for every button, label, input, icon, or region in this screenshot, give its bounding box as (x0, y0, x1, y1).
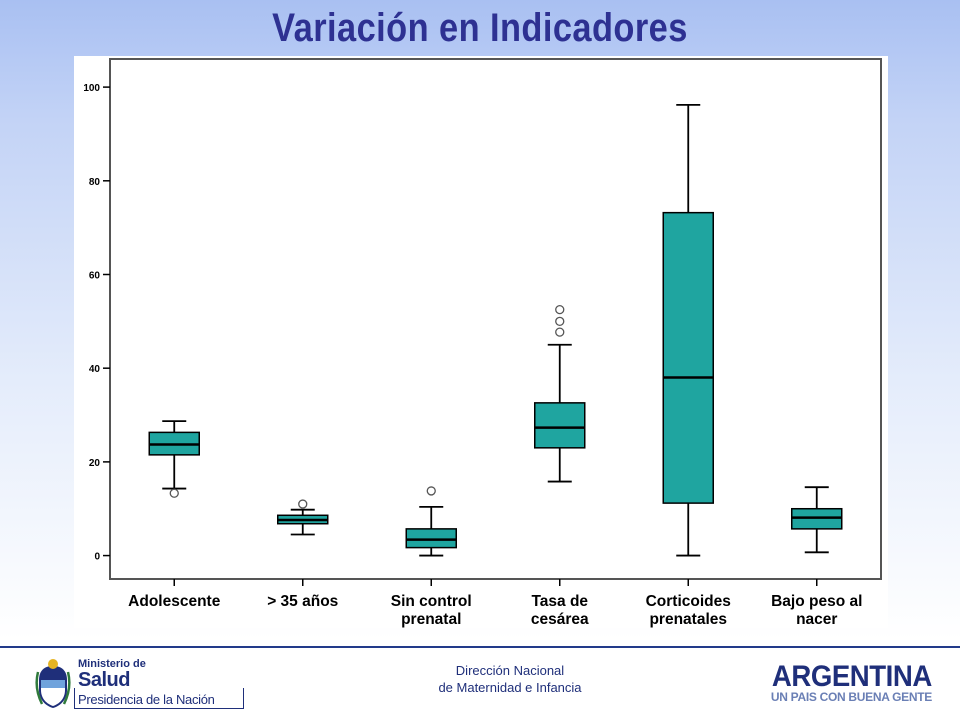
x-category-label: Adolescente (128, 593, 221, 610)
coat-of-arms-icon (35, 659, 71, 708)
x-category-label: Bajo peso al (771, 593, 862, 610)
y-tick-label: 0 (94, 552, 100, 563)
outlier-point (555, 304, 565, 315)
presidency-label: Presidencia de la Nación (78, 692, 215, 707)
y-tick-label: 80 (89, 177, 101, 188)
argentina-logo: ARGENTINA UN PAIS CON BUENA GENTE (758, 660, 938, 708)
footer-line-1: Dirección Nacional (455, 663, 565, 678)
footer-line-2: de Maternidad e Infancia (438, 680, 582, 695)
slide-title: Variación en Indicadores (272, 6, 688, 50)
y-tick-label: 20 (89, 458, 101, 469)
ministry-label: Ministerio de (78, 658, 146, 670)
y-tick-label: 60 (89, 270, 101, 281)
outlier-point (555, 316, 565, 326)
x-category-label: prenatal (401, 611, 461, 628)
outlier-point (169, 488, 179, 498)
outlier-point (298, 499, 308, 509)
outlier-point (555, 327, 565, 337)
ministry-bracket (74, 688, 244, 709)
ministry-name: Salud (78, 669, 130, 691)
y-tick-label: 100 (83, 83, 100, 94)
x-category-label: Tasa de (531, 593, 588, 610)
y-tick-label: 40 (89, 364, 101, 375)
x-category-label: Sin control (391, 593, 472, 610)
chart-panel: 0 20 40 60 80 100 Adolescente > 35 años Sin cont… (74, 56, 888, 628)
box (534, 402, 586, 449)
x-category-label: Corticoides (646, 593, 731, 610)
x-category-label: > 35 años (267, 593, 338, 610)
box (662, 211, 714, 504)
boxplot-chart: 0 20 40 60 80 100 Adolescente > 35 años Sin cont… (83, 58, 882, 628)
box (405, 528, 457, 549)
argentina-wordmark: ARGENTINA (772, 660, 932, 693)
x-category-label: nacer (796, 611, 837, 628)
argentina-slogan: UN PAIS CON BUENA GENTE (770, 690, 932, 704)
outlier-point (426, 486, 436, 496)
plot-frame (109, 58, 882, 580)
footer-divider (0, 646, 960, 648)
footer-text: Dirección Nacional de Maternidad e Infan… (340, 662, 680, 696)
x-category-label: prenatales (649, 611, 727, 628)
ministry-of-health-logo: Ministerio de Salud Presidencia de la Na… (34, 656, 244, 714)
x-category-label: cesárea (531, 611, 589, 628)
